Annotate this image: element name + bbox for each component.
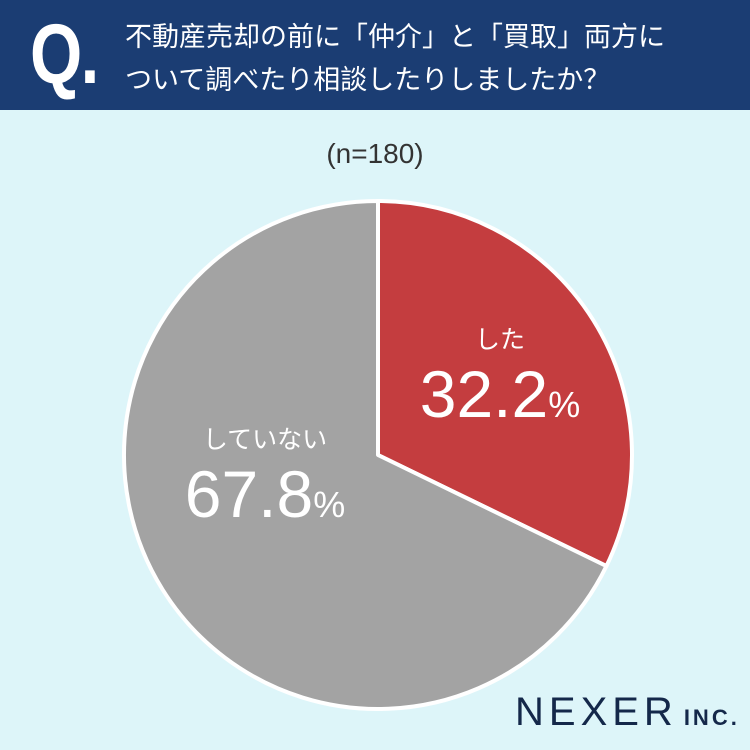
slice-name: した xyxy=(474,325,525,354)
question-header: Q. 不動産売却の前に「仲介」と「買取」両方に ついて調べたり相談したりしました… xyxy=(0,0,750,110)
slice-value: 67.8 xyxy=(184,457,314,531)
question-line-1: 不動産売却の前に「仲介」と「買取」両方に xyxy=(125,22,665,53)
question-line-2: ついて調べたり相談したりしましたか？ xyxy=(125,65,611,96)
pie-slice-1 xyxy=(122,199,609,711)
sample-size: (n=180) xyxy=(326,138,424,169)
slice-unit: % xyxy=(313,484,346,525)
question-text: 不動産売却の前に「仲介」と「買取」両方に ついて調べたり相談したりしましたか？ xyxy=(125,16,665,102)
slice-label-1: していない 67.8% xyxy=(170,420,360,532)
slice-unit: % xyxy=(548,384,581,425)
logo-name: NEXER xyxy=(515,690,678,734)
q-mark: Q. xyxy=(30,7,99,101)
pie-slice-0 xyxy=(376,199,634,569)
nexer-logo: NEXER INC. xyxy=(515,690,740,735)
slice-name: していない xyxy=(202,425,328,454)
slice-value: 32.2 xyxy=(419,357,549,431)
slice-label-0: した 32.2% xyxy=(410,320,590,432)
logo-suffix: INC. xyxy=(683,705,740,730)
